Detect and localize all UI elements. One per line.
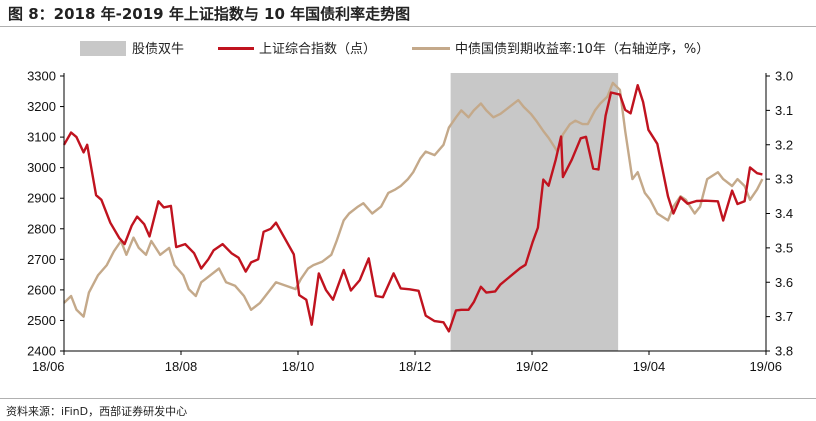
- chart-title: 图 8：2018 年-2019 年上证指数与 10 年国债利率走势图: [8, 5, 411, 23]
- series-line-yield: [63, 81, 764, 318]
- x-axis-tick-label: 19/02: [516, 359, 549, 374]
- legend-label-yield: 中债国债到期收益率:10年（右轴逆序，%）: [455, 41, 709, 57]
- right-axis-tick-label: 3.8: [775, 344, 793, 359]
- legend-label-shade: 股债双牛: [132, 42, 184, 57]
- right-axis-tick-label: 3.6: [775, 275, 793, 290]
- legend-swatch-shade: [80, 41, 126, 56]
- left-axis-tick-label: 2800: [27, 221, 56, 236]
- legend-label-index: 上证综合指数（点）: [259, 42, 376, 57]
- right-axis-tick-label: 3.7: [775, 309, 793, 324]
- left-axis-tick-label: 3000: [27, 160, 56, 175]
- source-divider: [0, 398, 816, 399]
- left-axis-tick-label: 2900: [27, 191, 56, 206]
- x-axis-tick-label: 19/04: [633, 359, 666, 374]
- legend: 股债双牛 上证综合指数（点） 中债国债到期收益率:10年（右轴逆序，%）: [80, 41, 709, 57]
- left-axis-tick-label: 3300: [27, 69, 56, 84]
- title-divider: [0, 26, 816, 27]
- left-axis-tick-label: 2400: [27, 344, 56, 359]
- left-axis-tick-label: 2500: [27, 313, 56, 328]
- left-axis-tick-label: 2600: [27, 282, 56, 297]
- series-line-index: [62, 84, 763, 333]
- right-axis-tick-label: 3.2: [775, 137, 793, 152]
- x-axis-tick-label: 18/12: [399, 359, 432, 374]
- x-axis-tick-label: 18/10: [282, 359, 315, 374]
- x-axis-tick-label: 19/06: [749, 359, 782, 374]
- left-axis-tick-label: 3100: [27, 130, 56, 145]
- left-axis-tick-label: 3200: [27, 99, 56, 114]
- left-axis-tick-label: 2700: [27, 252, 56, 267]
- right-axis-tick-label: 3.0: [775, 69, 793, 84]
- right-axis-tick-label: 3.3: [775, 172, 793, 187]
- x-axis-tick-label: 18/06: [32, 359, 65, 374]
- right-axis-tick-label: 3.4: [775, 206, 793, 221]
- right-axis-tick-label: 3.5: [775, 240, 793, 255]
- x-axis-tick-label: 18/08: [165, 359, 198, 374]
- right-axis-tick-label: 3.1: [775, 103, 793, 118]
- source-note: 资料来源：iFinD，西部证券研发中心: [6, 405, 188, 418]
- plot-area: 3300 3200 3100 3000 2900 2800 2700 2600 2500 2400…: [27, 69, 793, 375]
